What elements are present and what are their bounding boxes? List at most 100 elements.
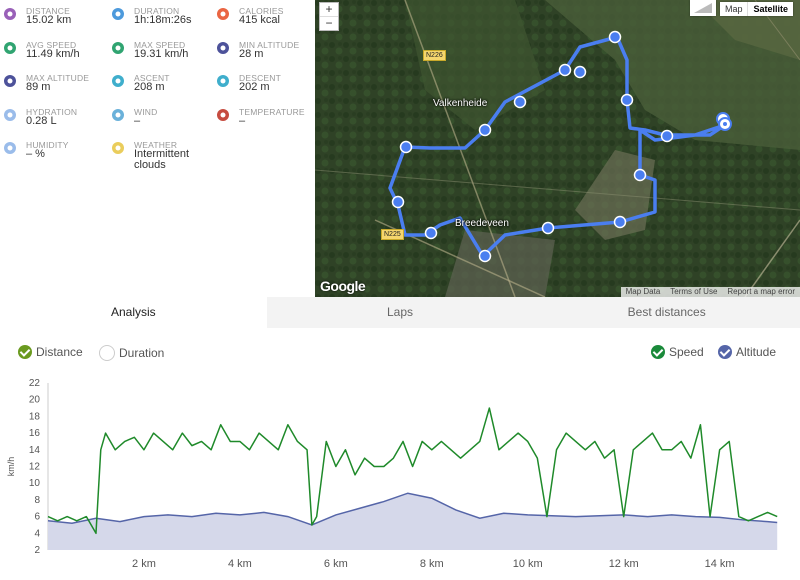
tab-laps[interactable]: Laps xyxy=(266,297,534,328)
y-tick-label: 20 xyxy=(29,395,41,406)
stat-humidity: HUMIDITY – % xyxy=(0,134,105,167)
route-km-marker[interactable] xyxy=(620,93,634,107)
stat-value: 202 m xyxy=(239,81,270,93)
route-km-marker[interactable] xyxy=(424,226,438,240)
altitude-area xyxy=(48,493,778,550)
toggle-speed[interactable]: Speed xyxy=(651,345,704,359)
zoom-in-button[interactable]: + xyxy=(320,3,338,17)
route-km-marker[interactable] xyxy=(608,30,622,44)
toggle-altitude[interactable]: Altitude xyxy=(718,345,776,359)
analysis-tabs: Analysis Laps Best distances xyxy=(0,297,800,328)
road-label-n226: N226 xyxy=(423,50,446,61)
stat-label: WIND xyxy=(134,106,158,117)
y-tick-label: 14 xyxy=(29,445,41,456)
route-km-marker[interactable] xyxy=(558,63,572,77)
y-tick-label: 10 xyxy=(29,478,41,489)
stat-label: MAX ALTITUDE xyxy=(26,73,90,83)
stat-value: – xyxy=(239,114,246,127)
stat-calories: CALORIES 415 kcal xyxy=(213,0,318,33)
x-tick-label: 4 km xyxy=(228,558,252,570)
route-km-marker[interactable] xyxy=(633,168,647,182)
thermometer-icon xyxy=(215,107,231,123)
map-data-link[interactable]: Map Data xyxy=(625,287,661,296)
route-km-marker[interactable] xyxy=(573,65,587,79)
stat-value: 28 m xyxy=(239,47,264,60)
route-km-marker[interactable] xyxy=(391,195,405,209)
stat-weather: WEATHER Intermittent clouds xyxy=(108,134,213,171)
map-type-map[interactable]: Map xyxy=(724,4,743,14)
ascent-icon xyxy=(110,73,126,89)
map-type-switch: Map Satellite xyxy=(719,2,793,16)
speed-altitude-chart[interactable]: 2 4 6 8 10 12 14 16 18 20 22 km/h 2 km 4 km 6 km 8 km 10… xyxy=(0,372,800,580)
tab-best-distances[interactable]: Best distances xyxy=(533,297,800,328)
stat-label: CALORIES xyxy=(239,6,284,16)
stat-label: AVG SPEED xyxy=(26,39,77,50)
y-axis-label: km/h xyxy=(6,457,16,477)
stat-duration: DURATION 1h:18m:26s xyxy=(108,0,213,33)
toggle-duration[interactable]: Duration xyxy=(99,345,164,361)
stat-value: – % xyxy=(26,148,45,160)
route-km-marker[interactable] xyxy=(513,95,527,109)
stat-max-speed: MAX SPEED 19.31 km/h xyxy=(108,34,213,67)
activity-stats-panel: DISTANCE 15.02 km DURATION 1h:18m:26s CALORI… xyxy=(0,0,315,297)
toggle-speed-label: Speed xyxy=(669,345,704,359)
stat-label: DISTANCE xyxy=(26,6,70,16)
toggle-distance[interactable]: Distance xyxy=(18,345,83,359)
stat-value: 15.02 km xyxy=(26,14,72,26)
mountain-min-icon xyxy=(215,40,231,56)
humidity-icon xyxy=(2,140,18,156)
google-logo[interactable]: Google xyxy=(320,278,366,294)
stat-value: – xyxy=(134,114,141,127)
stat-value: Intermittent clouds xyxy=(134,148,190,171)
stat-label: DURATION xyxy=(134,6,180,16)
stat-label: ASCENT xyxy=(134,73,170,83)
route-km-marker[interactable] xyxy=(478,123,492,137)
wind-icon xyxy=(110,107,126,123)
stat-descent: DESCENT 202 m xyxy=(213,67,318,100)
stat-label: WEATHER xyxy=(134,140,178,150)
stat-min-altitude: MIN ALTITUDE 28 m xyxy=(213,34,318,67)
map-attribution: Map Data Terms of Use Report a map error xyxy=(620,287,800,297)
y-tick-label: 8 xyxy=(34,495,40,506)
stat-hydration: HYDRATION 0.28 L xyxy=(0,101,105,134)
toggle-duration-label: Duration xyxy=(119,346,165,360)
mountain-max-icon xyxy=(2,73,18,89)
terms-of-use-link[interactable]: Terms of Use xyxy=(670,287,718,296)
y-tick-label: 18 xyxy=(29,411,41,422)
place-label-valkenheide: Valkenheide xyxy=(433,98,488,109)
descent-icon xyxy=(215,73,231,89)
stat-wind: WIND – xyxy=(108,101,213,134)
y-tick-label: 4 xyxy=(34,528,40,539)
route-map[interactable]: + − Map Satellite Valkenheide Breedeveen… xyxy=(315,0,800,297)
report-map-error-link[interactable]: Report a map error xyxy=(727,287,795,296)
x-tick-label: 14 km xyxy=(705,558,735,570)
altitude-series-line xyxy=(47,492,778,526)
stat-max-altitude: MAX ALTITUDE 89 m xyxy=(0,67,105,100)
route-km-marker[interactable] xyxy=(399,140,413,154)
fullscreen-button[interactable] xyxy=(690,0,716,16)
stat-avg-speed: AVG SPEED 11.49 km/h xyxy=(0,34,105,67)
x-tick-label: 6 km xyxy=(324,558,348,570)
route-km-marker[interactable] xyxy=(478,249,492,263)
route-km-marker[interactable] xyxy=(660,129,674,143)
stat-value: 1h:18m:26s xyxy=(134,14,192,26)
tab-analysis[interactable]: Analysis xyxy=(0,297,267,328)
fullscreen-icon xyxy=(694,3,712,13)
x-tick-label: 8 km xyxy=(420,558,444,570)
zoom-out-button[interactable]: − xyxy=(325,16,333,30)
map-type-satellite[interactable]: Satellite xyxy=(747,2,793,16)
y-tick-label: 12 xyxy=(29,462,41,473)
stat-distance: DISTANCE 15.02 km xyxy=(0,0,105,33)
stat-ascent: ASCENT 208 m xyxy=(108,67,213,100)
checkbox-checked-icon xyxy=(18,345,32,359)
route-km-marker[interactable] xyxy=(613,215,627,229)
start-end-pin-icon[interactable] xyxy=(716,112,732,131)
stat-value: 89 m xyxy=(26,81,51,93)
stat-temperature: TEMPERATURE – xyxy=(213,101,318,134)
route-km-marker[interactable] xyxy=(541,221,555,235)
speedometer-icon xyxy=(2,40,18,56)
stat-label: HYDRATION xyxy=(26,106,78,117)
y-tick-label: 6 xyxy=(34,512,40,523)
y-tick-label: 16 xyxy=(29,428,41,439)
y-tick-label: 22 xyxy=(29,378,41,389)
